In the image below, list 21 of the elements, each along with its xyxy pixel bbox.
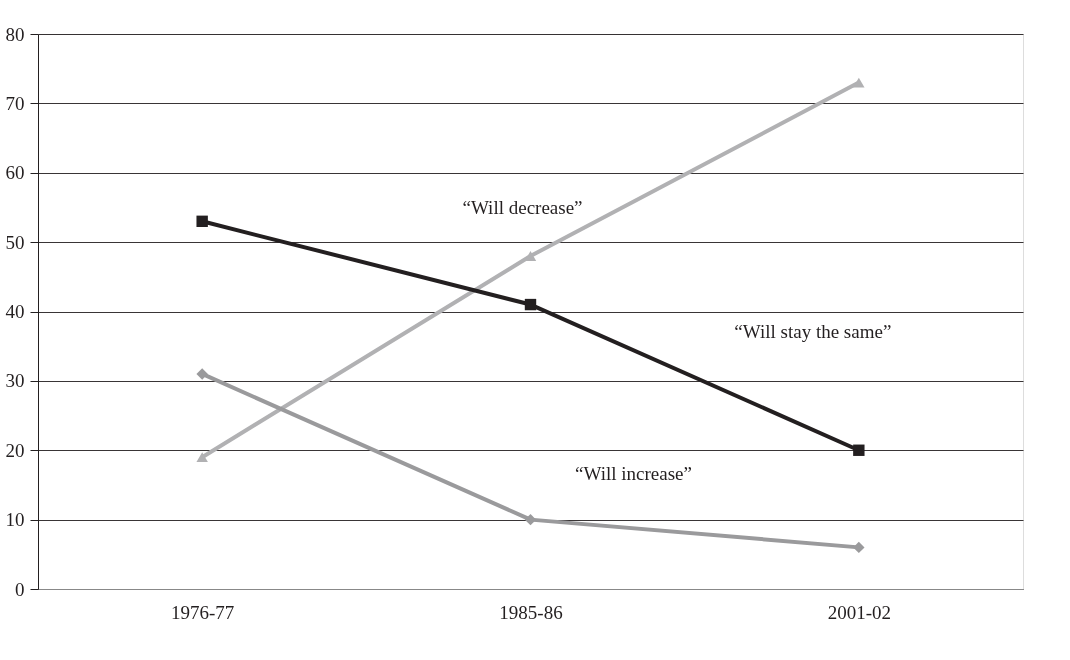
y-tick-label: 60 [5,162,25,184]
y-tick-label: 0 [15,578,25,600]
text: “Will stay the same” [734,321,892,343]
x-tick-label: 2001-02 [827,601,891,623]
y-tick-label: 30 [5,370,25,392]
point [196,452,208,463]
y-tick-label: 40 [5,301,25,322]
point [853,541,865,554]
x-tick-label: 1985-86 [499,601,563,623]
y-tick-label: 20 [5,439,25,461]
point [524,298,537,311]
y-tick-label: 50 [5,231,25,253]
text: “Will increase” [575,462,692,484]
point [196,368,208,380]
series-label: “Will decrease” [462,197,583,218]
point [853,444,865,456]
x-tick-label: 1976-77 [171,601,235,623]
point [196,215,208,228]
y-tick-label: 70 [5,92,25,114]
y-tick-label: 80 [5,23,25,45]
y-tick-label: 10 [5,509,25,531]
